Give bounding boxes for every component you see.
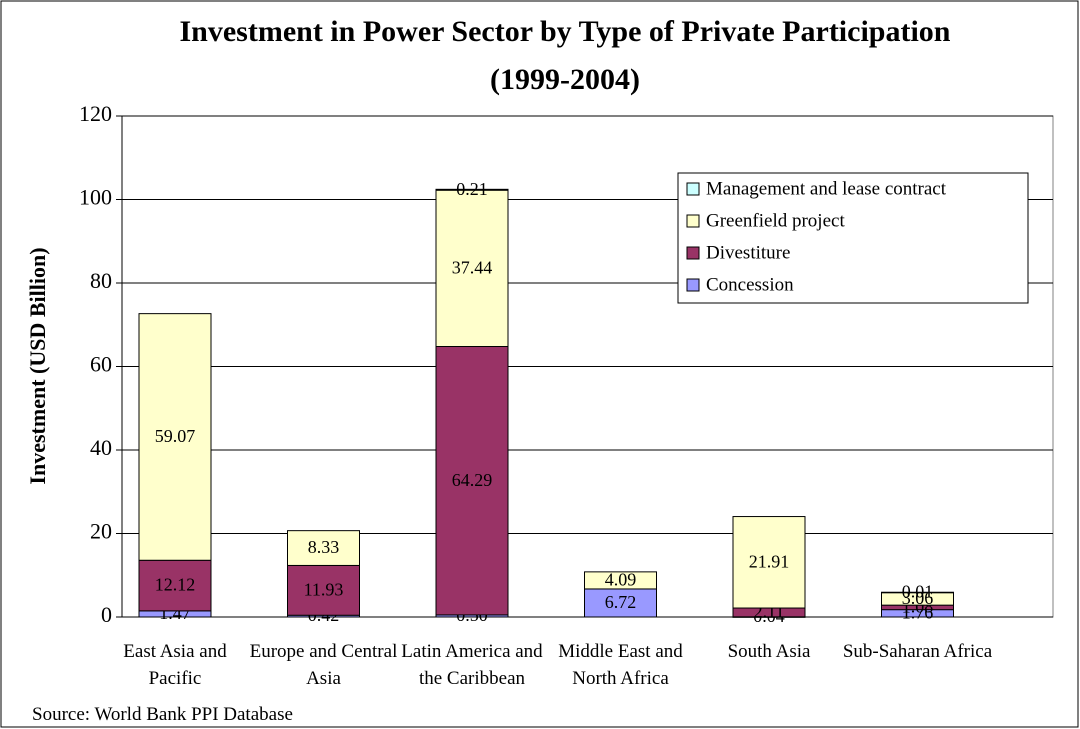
data-label: 8.33 [308, 537, 340, 557]
y-tick-label: 20 [90, 519, 112, 544]
data-label: 0.01 [902, 581, 934, 601]
data-label: 4.09 [605, 570, 637, 590]
bar-segment [287, 530, 360, 566]
x-tick-label: South Asia [727, 641, 811, 662]
legend-label: Divestiture [706, 242, 790, 263]
legend-swatch [686, 214, 700, 228]
legend-box [677, 172, 1029, 304]
y-tick-label: 120 [79, 101, 112, 126]
legend-label: Management and lease contract [706, 178, 947, 199]
bar-segment [138, 559, 212, 612]
x-tick-label: Latin America and the Caribbean [401, 641, 543, 689]
bar-segment [138, 313, 212, 561]
data-label: 64.29 [452, 470, 493, 490]
data-label: 21.91 [749, 551, 790, 571]
data-label: 37.44 [452, 257, 493, 277]
bar-segment [584, 588, 657, 618]
chart-title: Investment in Power Sector by Type of Pr… [179, 15, 951, 96]
data-label: 12.12 [155, 575, 196, 595]
y-tick-label: 60 [90, 352, 112, 377]
legend-swatch [686, 182, 700, 196]
data-label: 6.72 [605, 592, 637, 612]
y-tick-label: 40 [90, 435, 112, 460]
legend-label: Greenfield project [706, 210, 845, 231]
bar-segment [732, 516, 806, 609]
x-tick-label: Middle East and North Africa [558, 641, 683, 689]
data-label: 11.93 [304, 579, 344, 599]
x-tick-label: East Asia and Pacific [123, 641, 227, 689]
y-tick-label: 0 [101, 602, 112, 627]
legend-swatch [686, 246, 700, 260]
bar-segment [287, 564, 360, 616]
x-tick-label: Europe and Central Asia [249, 641, 398, 689]
data-label: 59.07 [155, 426, 196, 446]
y-axis-label: Investment (USD Billion) [25, 247, 50, 484]
legend-swatch [686, 278, 700, 292]
y-tick-label: 80 [90, 268, 112, 293]
bar-segment [881, 591, 954, 594]
x-tick-label: Sub-Saharan Africa [842, 641, 993, 662]
legend-label: Concession [706, 274, 794, 295]
source-note: Source: World Bank PPI Database [32, 704, 293, 725]
bar-segment [435, 188, 509, 191]
bar-segment [435, 346, 509, 616]
y-tick-label: 100 [79, 185, 112, 210]
bar-segment [584, 571, 657, 590]
data-label: 0.21 [456, 179, 488, 199]
